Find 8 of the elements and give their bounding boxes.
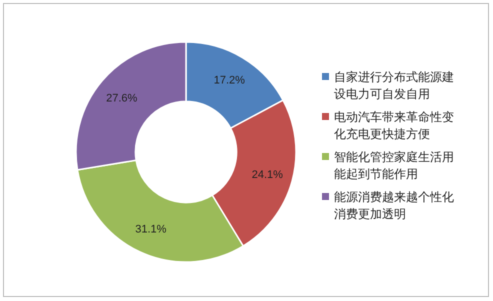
legend-label: 电动汽车带来革命性变化充电更快捷方便	[334, 110, 454, 141]
legend-label: 能源消费越来越个性化消费更加透明	[334, 190, 454, 221]
data-label: 24.1%	[252, 169, 284, 182]
legend-label: 自家进行分布式能源建设电力可自发自用	[334, 70, 454, 101]
data-label: 27.6%	[106, 92, 138, 104]
data-label: 17.2%	[214, 74, 246, 87]
data-label: 31.1%	[135, 224, 167, 236]
legend-label: 智能化管控家庭生活用能起到节能作用	[334, 150, 454, 181]
